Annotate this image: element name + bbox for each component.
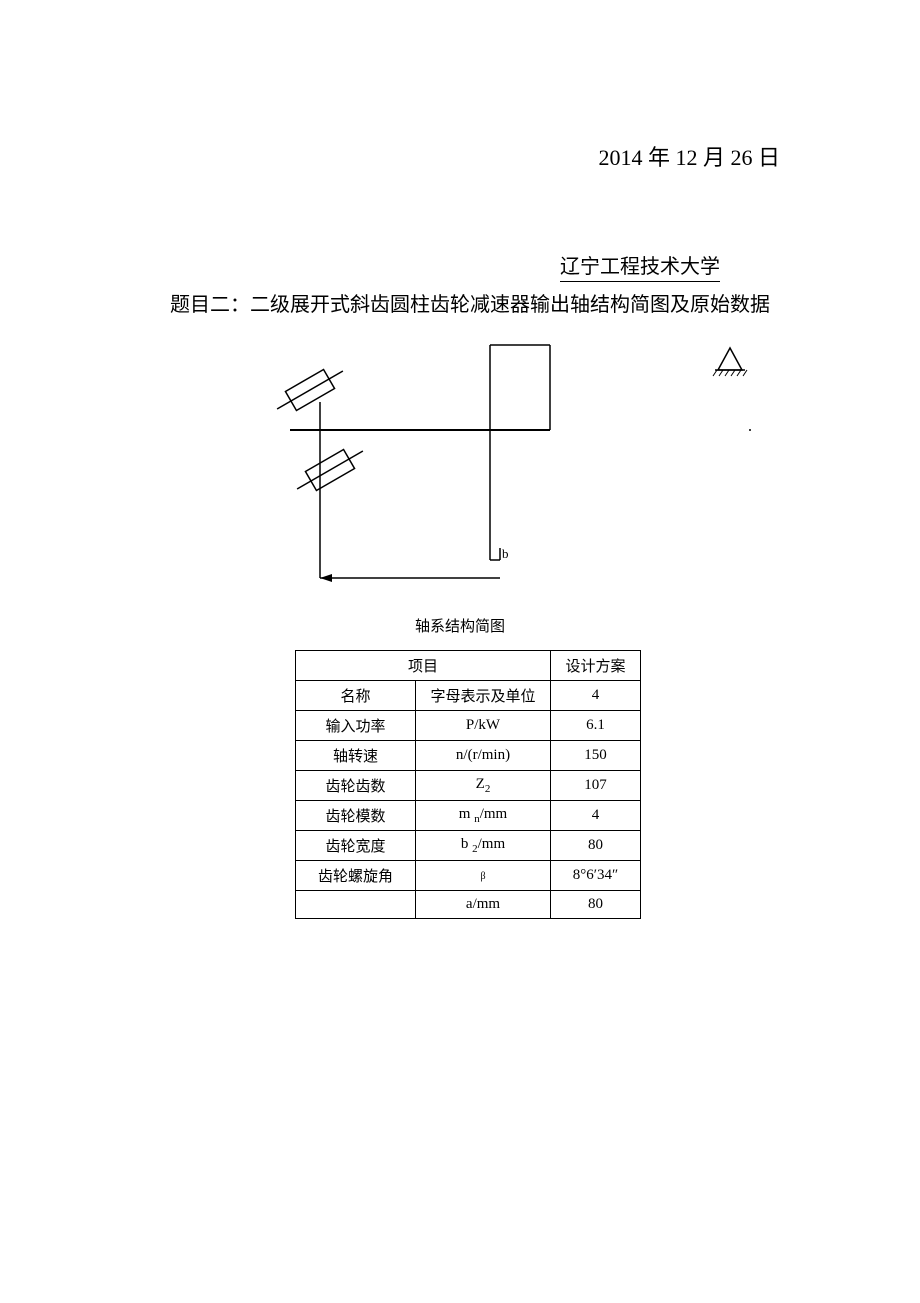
diagram-caption: 轴系结构简图 [415, 615, 505, 636]
table-row: 齿轮齿数 Z2 107 [296, 771, 641, 801]
cell-symbol: a/mm [416, 891, 551, 919]
cell-value: 150 [551, 741, 641, 771]
cell-name: 齿轮螺旋角 [296, 861, 416, 891]
document-title: 题目二：二级展开式斜齿圆柱齿轮减速器输出轴结构简图及原始数据 [170, 288, 770, 317]
cell-value: 80 [551, 891, 641, 919]
table-row: 轴转速 n/(r/min) 150 [296, 741, 641, 771]
cell-symbol: P/kW [416, 711, 551, 741]
cell-symbol: m n/mm [416, 801, 551, 831]
svg-text:b: b [502, 546, 509, 561]
university-name: 辽宁工程技术大学 [560, 250, 720, 282]
table-row: 项目 设计方案 [296, 651, 641, 681]
parameters-table: 项目 设计方案 名称 字母表示及单位 4 输入功率 P/kW 6.1 轴转速 n… [295, 650, 641, 919]
cell-symbol: b 2/mm [416, 831, 551, 861]
table-row: 名称 字母表示及单位 4 [296, 681, 641, 711]
table-row: 输入功率 P/kW 6.1 [296, 711, 641, 741]
cell-value: 8°6′34″ [551, 861, 641, 891]
header-design: 设计方案 [551, 651, 641, 681]
cell-name [296, 891, 416, 919]
cell-value: 4 [551, 681, 641, 711]
date-text: 2014 年 12 月 26 日 [598, 140, 780, 172]
table-row: 齿轮模数 m n/mm 4 [296, 801, 641, 831]
cell-name: 轴转速 [296, 741, 416, 771]
cell-name: 名称 [296, 681, 416, 711]
cell-symbol: 字母表示及单位 [416, 681, 551, 711]
cell-name: 齿轮模数 [296, 801, 416, 831]
cell-symbol: n/(r/min) [416, 741, 551, 771]
table-row: 齿轮宽度 b 2/mm 80 [296, 831, 641, 861]
header-project: 项目 [296, 651, 551, 681]
shaft-diagram: b [240, 330, 760, 610]
table-row: a/mm 80 [296, 891, 641, 919]
cell-value: 6.1 [551, 711, 641, 741]
cell-value: 80 [551, 831, 641, 861]
cell-name: 齿轮宽度 [296, 831, 416, 861]
cell-name: 输入功率 [296, 711, 416, 741]
cell-symbol: Z2 [416, 771, 551, 801]
cell-value: 107 [551, 771, 641, 801]
table-row: 齿轮螺旋角 β 8°6′34″ [296, 861, 641, 891]
cell-symbol: β [416, 861, 551, 891]
cell-value: 4 [551, 801, 641, 831]
cell-name: 齿轮齿数 [296, 771, 416, 801]
